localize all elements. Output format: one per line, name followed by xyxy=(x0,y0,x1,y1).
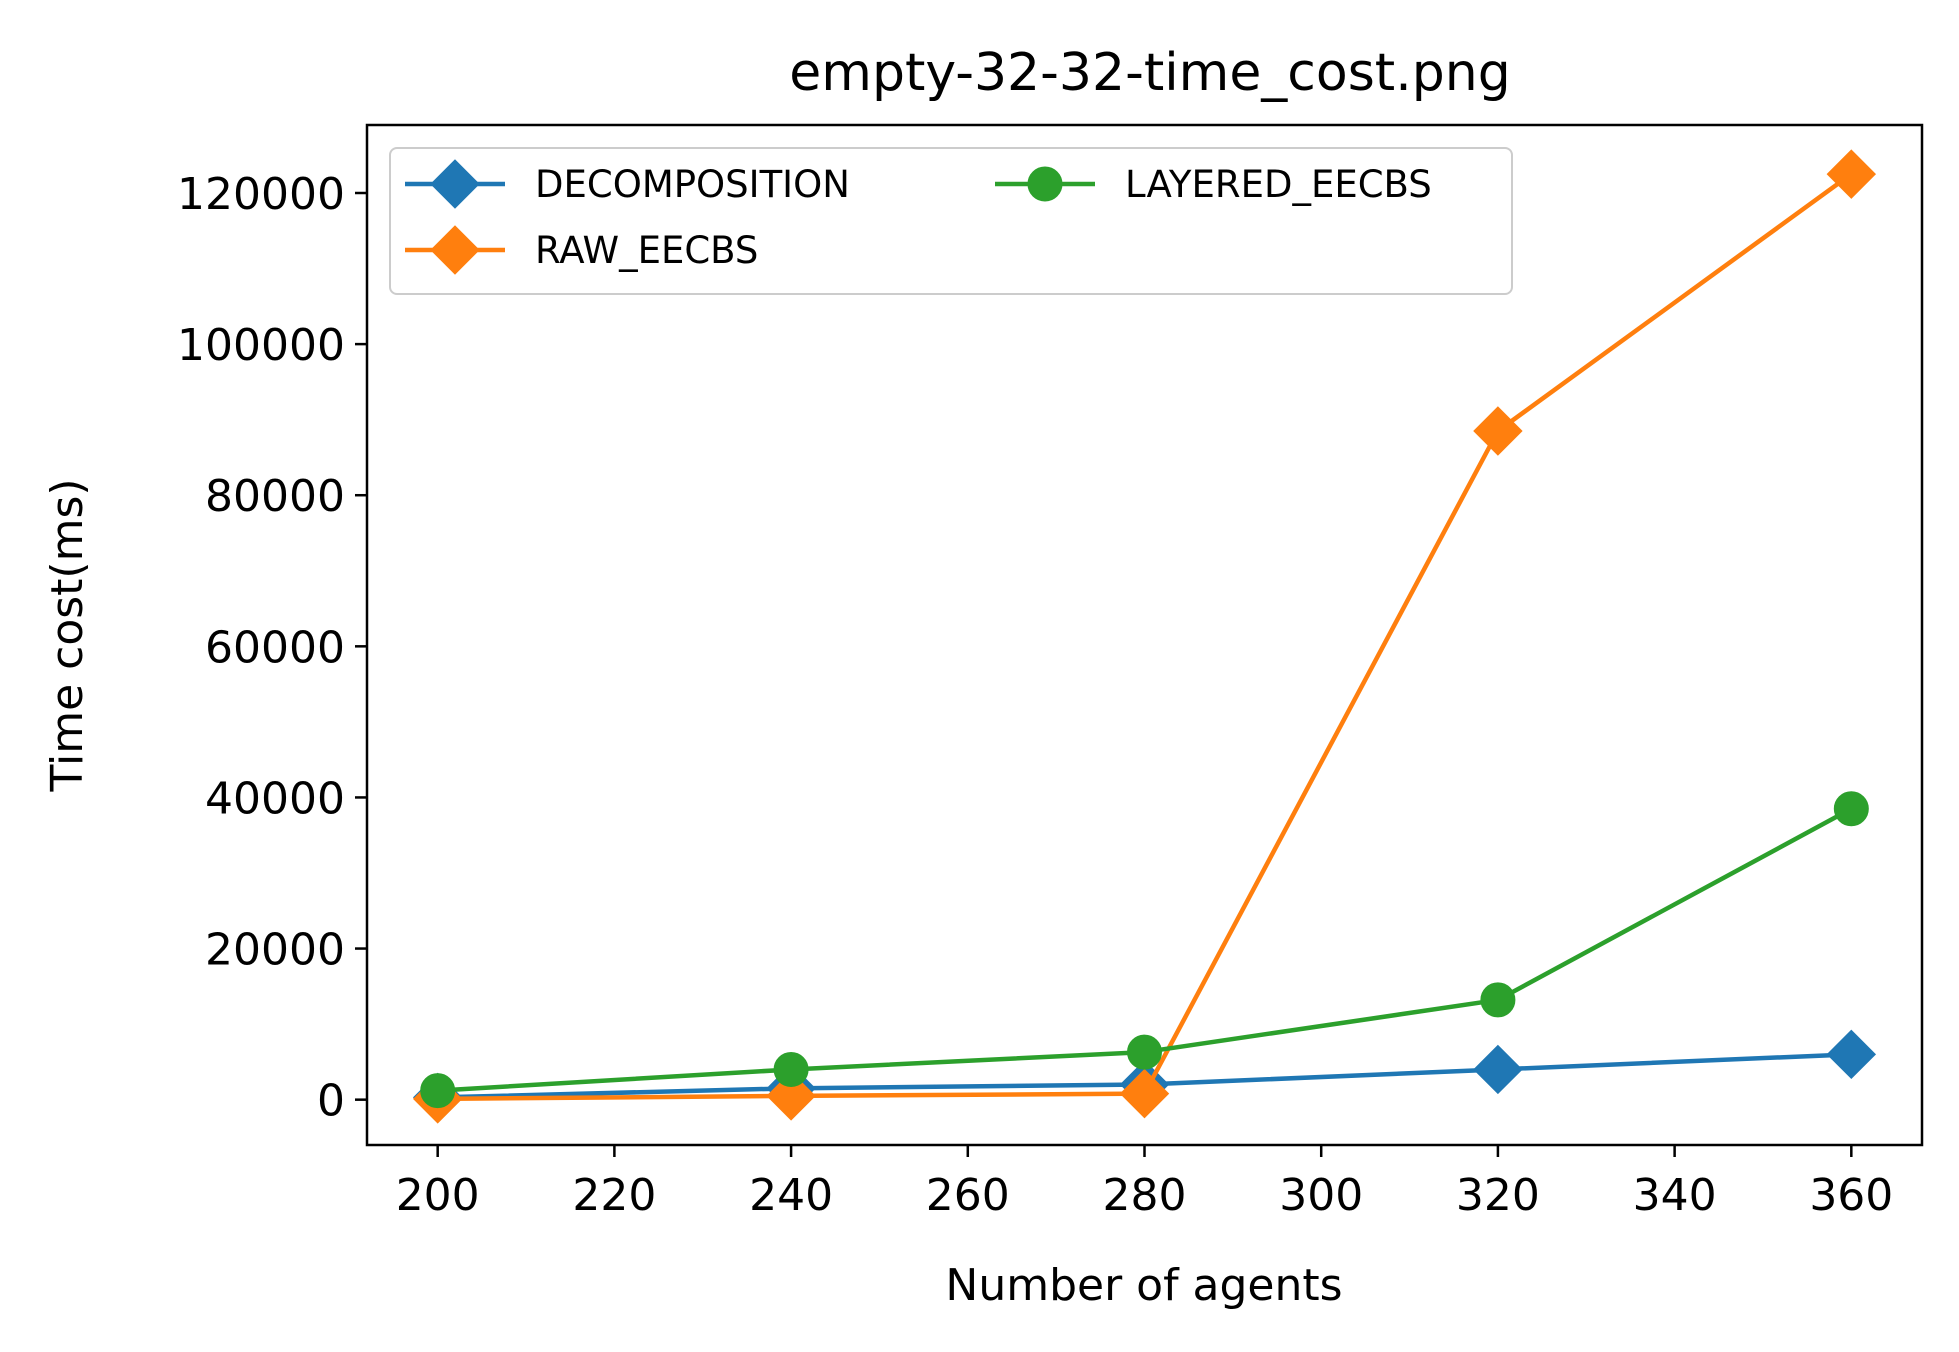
legend-marker xyxy=(430,159,480,209)
data-point-decomposition xyxy=(1826,1029,1877,1080)
plot-area xyxy=(412,149,1877,1124)
x-tick-label: 280 xyxy=(1103,1170,1187,1221)
y-axis: 0 20000 40000 60000 80000 100000 120000 xyxy=(177,169,367,1127)
x-axis: 200 220 240 260 280 300 320 340 360 xyxy=(396,1145,1893,1221)
legend-label: DECOMPOSITION xyxy=(535,163,850,206)
y-tick-label: 100000 xyxy=(177,320,345,371)
x-tick-label: 220 xyxy=(572,1170,656,1221)
legend-label: RAW_EECBS xyxy=(535,229,758,272)
data-point-raw-eecbs xyxy=(766,1071,816,1121)
series-raw-eecbs xyxy=(412,149,1877,1124)
x-tick-label: 320 xyxy=(1456,1170,1540,1221)
y-tick-label: 40000 xyxy=(205,773,345,824)
x-tick-label: 260 xyxy=(926,1170,1010,1221)
legend-item-raw-eecbs: RAW_EECBS xyxy=(405,225,758,275)
data-point-raw-eecbs xyxy=(1826,149,1877,199)
data-point-layered-eecbs xyxy=(1127,1034,1162,1070)
data-point-layered-eecbs xyxy=(773,1051,809,1087)
legend-item-layered-eecbs: LAYERED_EECBS xyxy=(995,163,1432,206)
x-tick-label: 300 xyxy=(1279,1170,1363,1221)
y-tick-label: 0 xyxy=(317,1076,345,1127)
data-point-layered-eecbs xyxy=(420,1073,456,1109)
data-point-raw-eecbs xyxy=(1119,1068,1170,1119)
legend-frame xyxy=(389,147,1513,295)
legend-label: LAYERED_EECBS xyxy=(1125,163,1432,206)
y-axis-label: Time cost(ms) xyxy=(42,478,93,792)
y-tick-label: 120000 xyxy=(177,169,345,220)
legend-marker xyxy=(1027,166,1063,202)
series-line-raw-eecbs xyxy=(437,172,1853,1102)
legend-item-decomposition: DECOMPOSITION xyxy=(405,159,850,209)
legend: DECOMPOSITION RAW_EECBS LAYERED_EECBS xyxy=(389,147,1513,295)
y-tick-label: 60000 xyxy=(205,622,345,673)
x-tick-label: 360 xyxy=(1809,1170,1893,1221)
x-axis-label: Number of agents xyxy=(945,1260,1342,1311)
y-tick-label: 20000 xyxy=(205,925,345,976)
data-point-layered-eecbs xyxy=(1833,791,1869,827)
data-point-decomposition xyxy=(1473,1044,1523,1095)
chart-title: empty-32-32-time_cost.png xyxy=(789,43,1510,103)
x-tick-label: 200 xyxy=(396,1170,480,1221)
legend-marker xyxy=(430,225,480,275)
x-tick-label: 240 xyxy=(749,1170,833,1221)
x-tick-label: 340 xyxy=(1633,1170,1717,1221)
series-layered-eecbs xyxy=(420,791,1869,1109)
data-point-raw-eecbs xyxy=(1473,406,1523,456)
data-point-layered-eecbs xyxy=(1480,982,1516,1018)
y-tick-label: 80000 xyxy=(205,471,345,522)
